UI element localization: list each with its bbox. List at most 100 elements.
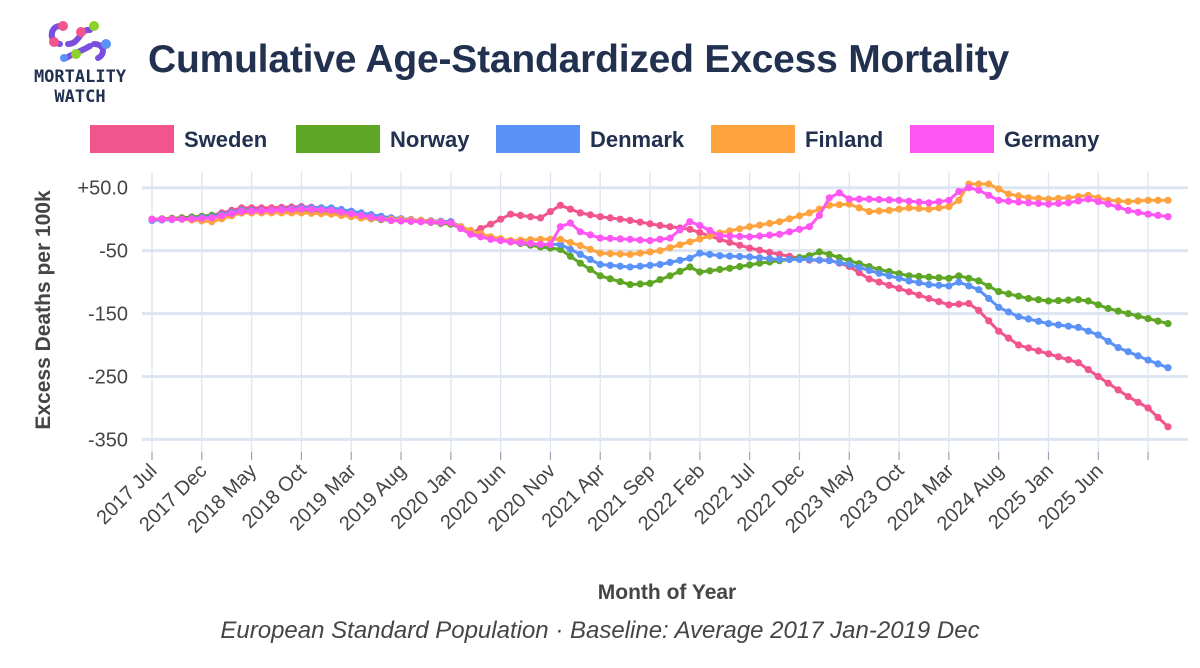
data-point — [925, 273, 933, 281]
data-point — [586, 255, 594, 264]
data-point — [168, 215, 176, 223]
data-point — [656, 276, 664, 284]
legend-item-denmark[interactable]: Denmark — [496, 125, 685, 153]
data-point — [955, 300, 963, 308]
data-point — [935, 204, 943, 212]
data-point — [955, 272, 963, 280]
data-point — [1024, 344, 1033, 352]
data-point — [756, 246, 764, 254]
data-point — [1074, 296, 1082, 304]
data-point — [825, 194, 833, 202]
data-point — [267, 206, 276, 214]
data-point — [606, 250, 614, 258]
data-point — [626, 216, 634, 224]
data-point — [895, 205, 903, 213]
data-point — [1094, 198, 1102, 206]
data-point — [1024, 194, 1033, 202]
data-point — [915, 198, 923, 206]
logo-text-line2: WATCH — [54, 87, 105, 107]
data-point — [905, 277, 913, 285]
data-point — [656, 235, 664, 243]
data-point — [1015, 198, 1023, 206]
data-point — [606, 234, 614, 243]
data-point — [1084, 297, 1092, 305]
data-point — [835, 201, 843, 209]
data-point — [1054, 353, 1062, 361]
data-point — [835, 189, 843, 197]
legend-label: Norway — [390, 127, 470, 152]
y-tick-label: -50 — [99, 241, 128, 263]
data-point — [985, 282, 993, 290]
data-point — [865, 208, 873, 216]
data-point — [1114, 203, 1122, 211]
data-point — [845, 195, 853, 203]
data-point — [248, 207, 256, 215]
data-point — [287, 205, 296, 214]
data-point — [1074, 323, 1082, 331]
data-point — [606, 261, 614, 269]
data-point — [516, 239, 525, 247]
data-point — [775, 255, 784, 264]
data-point — [925, 205, 933, 213]
data-point — [885, 281, 893, 289]
data-point — [1044, 195, 1053, 203]
legend-item-norway[interactable]: Norway — [296, 125, 470, 153]
data-point — [1144, 356, 1152, 364]
data-point — [1044, 200, 1053, 208]
data-point — [556, 240, 565, 248]
data-point — [626, 235, 634, 243]
data-point — [845, 200, 853, 208]
legend-item-sweden[interactable]: Sweden — [90, 125, 267, 153]
data-point — [905, 272, 913, 280]
legend-swatch — [296, 125, 380, 153]
data-point — [616, 250, 624, 258]
data-point — [188, 215, 196, 223]
data-point — [507, 238, 515, 246]
data-point — [676, 241, 684, 249]
data-point — [1144, 315, 1152, 323]
data-point — [1064, 356, 1072, 364]
data-point — [656, 247, 664, 255]
data-point — [756, 221, 764, 229]
data-point — [676, 267, 684, 275]
data-point — [218, 212, 226, 220]
data-point — [1134, 398, 1142, 406]
data-point — [427, 218, 435, 226]
legend-item-finland[interactable]: Finland — [711, 125, 883, 153]
data-point — [1064, 296, 1072, 304]
data-point — [795, 255, 804, 264]
data-point — [387, 216, 395, 224]
data-point — [477, 225, 485, 233]
data-point — [497, 237, 505, 245]
data-point — [596, 272, 604, 280]
data-point — [785, 228, 794, 236]
legend-item-germany[interactable]: Germany — [910, 125, 1100, 153]
data-point — [566, 252, 575, 260]
data-point — [985, 317, 993, 325]
data-point — [815, 211, 824, 219]
series-layer — [148, 180, 1172, 431]
data-point — [895, 284, 903, 292]
data-point — [1114, 386, 1122, 394]
y-tick-label: -350 — [88, 429, 128, 451]
data-point — [198, 214, 206, 222]
data-point — [935, 274, 943, 282]
data-point — [477, 233, 485, 241]
logo-text-line1: MORTALITY — [34, 67, 127, 87]
data-point — [975, 286, 983, 294]
data-point — [208, 214, 216, 222]
data-point — [556, 245, 565, 253]
data-point — [536, 235, 545, 243]
data-point — [835, 259, 843, 267]
data-point — [646, 220, 654, 228]
data-point — [616, 215, 624, 223]
data-point — [686, 218, 694, 226]
data-point — [646, 237, 654, 245]
data-point — [775, 230, 784, 238]
data-point — [736, 252, 744, 261]
data-point — [158, 215, 166, 223]
data-point — [995, 303, 1003, 311]
data-point — [576, 250, 584, 258]
data-point — [716, 252, 724, 260]
data-point — [766, 231, 774, 239]
